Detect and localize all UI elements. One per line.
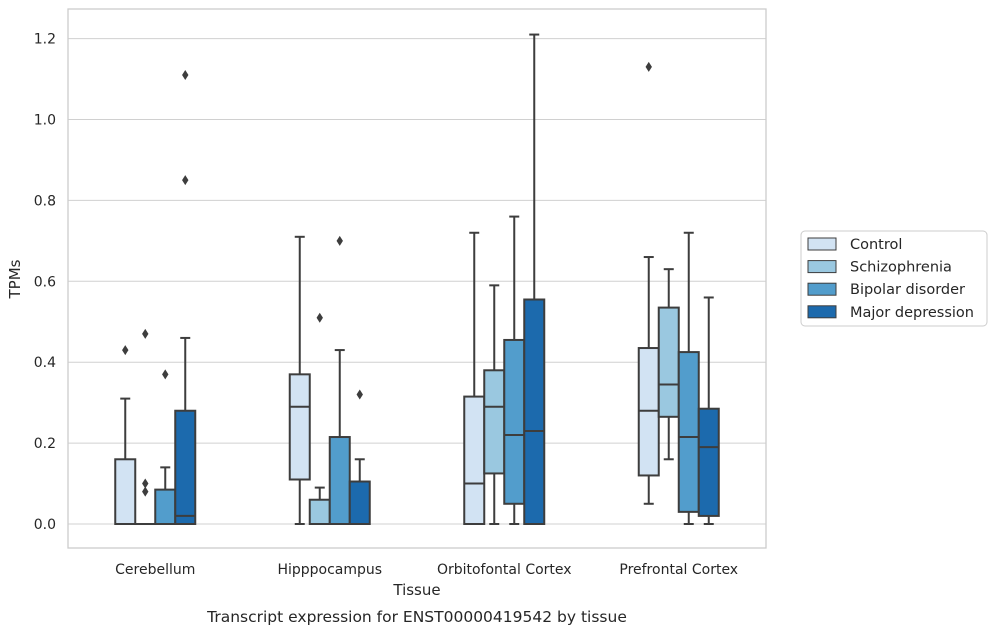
legend-item-bipolar-disorder: Bipolar disorder — [807, 282, 965, 298]
plot-frame — [67, 8, 767, 549]
box-iqr — [308, 498, 331, 526]
box-iqr — [697, 407, 720, 517]
box-hipppocampus-control — [288, 235, 311, 525]
box-iqr — [114, 458, 137, 525]
box-cerebellum-control — [114, 345, 137, 525]
box-hipppocampus-bipolar-disorder — [328, 235, 351, 525]
outlier-point — [142, 328, 149, 339]
box-iqr — [523, 298, 546, 525]
box-orbitofontal-cortex-control — [463, 231, 486, 525]
box-orbitofontal-cortex-major-depression — [523, 33, 546, 525]
figure-caption: Transcript expression for ENST0000041954… — [206, 608, 627, 626]
box-orbitofontal-cortex-bipolar-disorder — [503, 215, 526, 525]
x-axis-ticks: Cerebellum Hipppocampus Orbitofontal Corte… — [115, 562, 738, 578]
x-axis-label: Tissue — [392, 581, 440, 599]
box-iqr — [288, 373, 311, 481]
outlier-point — [182, 175, 189, 186]
legend-item-schizophrenia: Schizophrenia — [807, 260, 952, 276]
y-tick-label: 0.0 — [34, 517, 56, 533]
legend-label: Bipolar disorder — [850, 282, 965, 298]
box-cerebellum-major-depression — [174, 70, 197, 525]
x-tick-label: Hipppocampus — [277, 562, 382, 578]
y-tick-label: 1.2 — [34, 32, 56, 48]
legend-swatch — [807, 237, 837, 251]
outlier-point — [316, 312, 323, 323]
legend-swatch — [807, 282, 837, 296]
x-tick-label: Cerebellum — [115, 562, 195, 578]
legend-swatch — [807, 305, 837, 319]
box-prefrontal-cortex-schizophrenia — [657, 268, 680, 461]
box-prefrontal-cortex-control — [637, 61, 660, 505]
box-cerebellum-schizophrenia — [134, 328, 157, 526]
outlier-point — [162, 369, 169, 380]
outlier-point — [142, 486, 149, 497]
outlier-point — [645, 61, 652, 72]
box-orbitofontal-cortex-schizophrenia — [483, 284, 506, 525]
legend-item-control: Control — [807, 237, 902, 253]
outlier-point — [356, 389, 363, 400]
y-tick-label: 0.8 — [34, 193, 56, 209]
y-tick-label: 1.0 — [34, 113, 56, 129]
y-axis-label: TPMs — [6, 259, 24, 299]
legend-item-major-depression: Major depression — [807, 305, 974, 321]
box-plot-area — [114, 33, 720, 526]
box-hipppocampus-major-depression — [348, 389, 371, 525]
x-tick-label: Prefrontal Cortex — [619, 562, 738, 578]
outlier-point — [122, 345, 129, 356]
box-iqr — [503, 338, 526, 505]
y-axis-ticks: 0.0 0.2 0.4 0.6 0.8 1.0 1.2 — [34, 32, 56, 533]
legend-label: Control — [850, 237, 902, 253]
box-iqr — [657, 306, 680, 418]
box-hipppocampus-schizophrenia — [308, 312, 331, 526]
y-tick-label: 0.2 — [34, 436, 56, 452]
box-prefrontal-cortex-bipolar-disorder — [677, 231, 700, 525]
outlier-point — [336, 235, 343, 246]
outlier-point — [142, 478, 149, 489]
legend: Control Schizophrenia Bipolar disorder Majo… — [800, 230, 988, 327]
y-gridlines — [68, 38, 766, 525]
x-tick-label: Orbitofontal Cortex — [437, 562, 572, 578]
box-iqr — [154, 488, 177, 525]
outlier-point — [182, 70, 189, 81]
box-cerebellum-bipolar-disorder — [154, 369, 177, 525]
y-tick-label: 0.4 — [34, 355, 56, 371]
box-iqr — [483, 369, 506, 475]
box-iqr — [637, 347, 660, 477]
box-iqr — [463, 395, 486, 525]
box-iqr — [328, 436, 351, 525]
box-iqr — [174, 409, 197, 525]
box-iqr — [348, 480, 371, 525]
y-tick-label: 0.6 — [34, 274, 56, 290]
box-prefrontal-cortex-major-depression — [697, 296, 720, 525]
legend-swatch — [807, 260, 837, 274]
legend-label: Schizophrenia — [850, 260, 952, 276]
legend-frame — [800, 230, 988, 327]
box-iqr — [677, 351, 700, 513]
legend-label: Major depression — [850, 305, 974, 321]
